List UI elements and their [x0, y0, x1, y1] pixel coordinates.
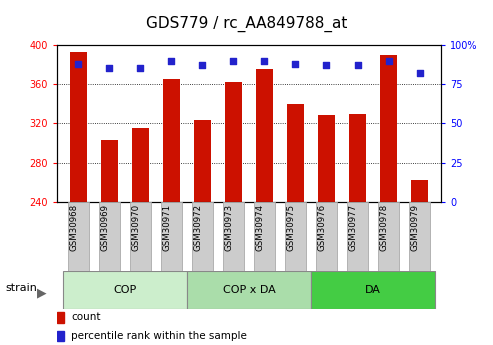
Bar: [316, 202, 337, 271]
Point: [168, 58, 176, 63]
Bar: [256, 69, 273, 202]
Bar: [163, 79, 180, 202]
Bar: [57, 313, 64, 323]
Point: [137, 66, 144, 71]
Bar: [194, 120, 211, 202]
Bar: [99, 202, 120, 271]
Point: [416, 70, 423, 76]
Bar: [349, 114, 366, 202]
Text: GSM30978: GSM30978: [380, 204, 388, 251]
Text: GSM30968: GSM30968: [70, 204, 78, 251]
Point: [230, 58, 238, 63]
Point: [385, 58, 392, 63]
Text: ▶: ▶: [37, 287, 47, 300]
Bar: [409, 202, 430, 271]
Bar: [68, 202, 89, 271]
Point: [291, 61, 299, 67]
Bar: [347, 202, 368, 271]
Bar: [70, 52, 87, 202]
Bar: [132, 128, 149, 202]
Text: percentile rank within the sample: percentile rank within the sample: [71, 331, 247, 341]
Point: [74, 61, 82, 67]
Text: GSM30969: GSM30969: [101, 204, 109, 251]
Text: strain: strain: [5, 283, 37, 293]
Point: [322, 62, 330, 68]
Bar: [63, 271, 187, 309]
Point: [199, 62, 207, 68]
Bar: [287, 104, 304, 202]
Text: GSM30971: GSM30971: [162, 204, 172, 251]
Text: COP: COP: [113, 285, 137, 295]
Point: [106, 66, 113, 71]
Text: GSM30973: GSM30973: [224, 204, 234, 251]
Bar: [254, 202, 275, 271]
Bar: [161, 202, 182, 271]
Text: GSM30977: GSM30977: [349, 204, 357, 251]
Bar: [130, 202, 151, 271]
Text: GSM30970: GSM30970: [132, 204, 141, 251]
Text: GSM30975: GSM30975: [286, 204, 295, 251]
Bar: [101, 140, 118, 202]
Point: [260, 58, 268, 63]
Text: GSM30979: GSM30979: [411, 204, 420, 251]
Bar: [378, 202, 399, 271]
Text: DA: DA: [365, 285, 381, 295]
Bar: [311, 271, 435, 309]
Text: GSM30976: GSM30976: [317, 204, 326, 251]
Text: count: count: [71, 313, 101, 323]
Bar: [192, 202, 213, 271]
Text: GSM30972: GSM30972: [193, 204, 203, 251]
Bar: [223, 202, 244, 271]
Text: GDS779 / rc_AA849788_at: GDS779 / rc_AA849788_at: [146, 16, 347, 32]
Bar: [187, 271, 311, 309]
Bar: [285, 202, 306, 271]
Bar: [318, 116, 335, 202]
Text: COP x DA: COP x DA: [223, 285, 275, 295]
Point: [353, 62, 361, 68]
Bar: [411, 180, 428, 202]
Text: GSM30974: GSM30974: [255, 204, 264, 251]
Bar: [380, 55, 397, 202]
Bar: [225, 82, 242, 202]
Bar: [57, 331, 64, 341]
